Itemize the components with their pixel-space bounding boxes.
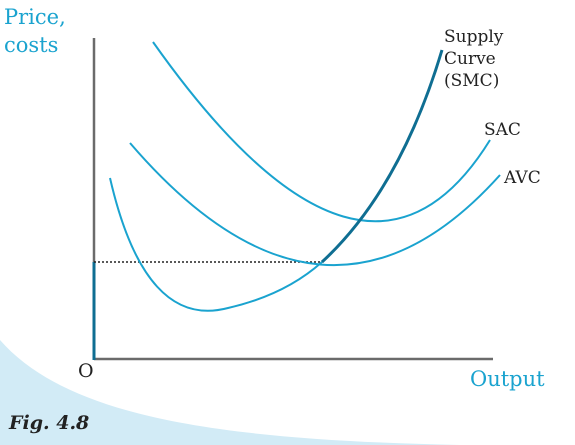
smc-label-line-1: Supply (444, 27, 504, 47)
figure-caption: Fig. 4.8 (8, 412, 89, 434)
sac-label: SAC (484, 120, 521, 140)
y-axis-title-line-1: Price, (4, 5, 66, 29)
smc-label-line-2: Curve (444, 49, 496, 69)
sac-curve (152, 41, 491, 223)
avc-label: AVC (503, 168, 541, 188)
smc-curve-lower (109, 177, 323, 312)
background-swoosh (0, 340, 460, 445)
x-axis-title: Output (470, 367, 545, 391)
smc-label-line-3: (SMC) (444, 71, 499, 91)
origin-label: O (78, 360, 94, 382)
y-axis-title-line-2: costs (4, 33, 58, 57)
smc-supply-curve (320, 49, 444, 264)
